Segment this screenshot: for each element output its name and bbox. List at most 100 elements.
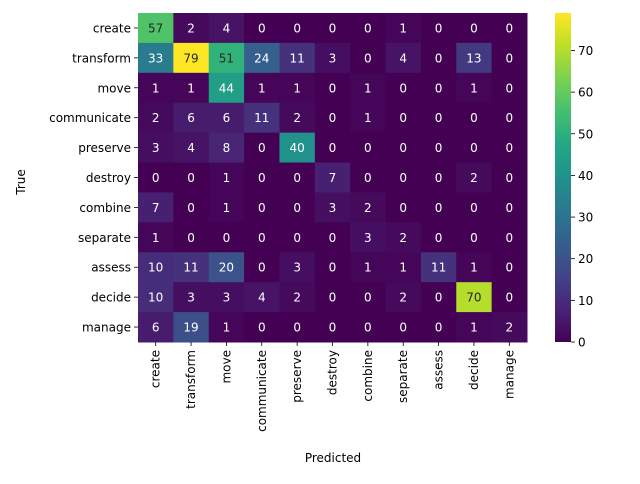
heatmap-cell-1-0: [138, 42, 174, 74]
heatmap-cell-4-1: [173, 132, 210, 164]
cell-value-2-1: 1: [187, 81, 195, 95]
heatmap-cell-8-1: [173, 252, 210, 283]
heatmap-cell-7-4: [279, 222, 316, 253]
heatmap-cell-2-2: [208, 72, 245, 104]
heatmap-cell-10-8: [420, 312, 457, 343]
cell-value-3-3: 11: [254, 111, 269, 125]
cell-value-7-1: 0: [187, 231, 195, 245]
cell-value-4-9: 0: [470, 141, 478, 155]
cell-value-8-1: 11: [183, 261, 198, 275]
heatmap-cell-10-3: [244, 312, 280, 343]
cell-value-0-4: 0: [293, 21, 301, 35]
y-tick-label-0: create: [93, 21, 131, 35]
cell-value-10-0: 6: [152, 321, 160, 335]
cell-value-9-10: 0: [505, 291, 513, 305]
heatmap-cell-3-4: [279, 102, 316, 134]
heatmap-cell-6-6: [350, 192, 387, 223]
cell-value-0-0: 57: [148, 21, 163, 35]
heatmap-cell-4-2: [208, 132, 245, 164]
heatmap-cell-0-3: [244, 13, 280, 44]
y-tick-label-5: destroy: [86, 171, 131, 185]
cell-value-2-6: 1: [364, 81, 372, 95]
cell-value-4-6: 0: [364, 141, 372, 155]
colorbar-tick-label-3: 30: [578, 211, 593, 225]
cell-value-0-7: 1: [399, 21, 407, 35]
cell-value-3-10: 0: [505, 111, 513, 125]
heatmap-cell-2-4: [279, 72, 316, 104]
heatmap-cell-1-6: [350, 42, 387, 74]
heatmap-cell-10-0: [138, 312, 174, 343]
cell-value-7-8: 0: [435, 231, 443, 245]
cell-value-4-1: 4: [187, 141, 195, 155]
heatmap-cell-6-5: [314, 192, 351, 223]
heatmap-cell-0-0: [138, 13, 174, 44]
heatmap-cell-0-8: [420, 13, 457, 44]
heatmap-cell-1-2: [208, 42, 245, 74]
cell-value-9-1: 3: [187, 291, 195, 305]
colorbar-tick-label-5: 50: [578, 127, 593, 141]
heatmap-cell-0-1: [173, 13, 210, 44]
heatmap-cell-7-3: [244, 222, 280, 253]
heatmap-cell-10-6: [350, 312, 387, 343]
cell-value-10-2: 1: [223, 321, 231, 335]
cell-value-1-1: 79: [183, 51, 198, 65]
y-tick-label-7: separate: [78, 231, 131, 245]
cell-value-1-5: 3: [329, 51, 337, 65]
heatmap-cell-1-3: [244, 42, 280, 74]
heatmap-cell-6-9: [456, 192, 493, 223]
heatmap-cell-2-7: [385, 72, 422, 104]
cell-value-8-10: 0: [505, 261, 513, 275]
x-tick-label-5: destroy: [326, 350, 340, 395]
heatmap-cell-3-1: [173, 102, 210, 134]
cell-value-6-9: 0: [470, 201, 478, 215]
x-tick-label-9: decide: [467, 350, 481, 390]
heatmap-cell-9-3: [244, 282, 280, 313]
y-axis-ticks: create transform move communicate preserve de…: [49, 21, 138, 335]
heatmap-cell-7-5: [314, 222, 351, 253]
cell-value-10-7: 0: [399, 321, 407, 335]
heatmap-cell-2-8: [420, 72, 457, 104]
heatmap-cell-6-8: [420, 192, 457, 223]
cell-value-0-6: 0: [364, 21, 372, 35]
heatmap-cell-3-5: [314, 102, 351, 134]
cell-value-2-2: 44: [219, 81, 234, 95]
heatmap-cell-4-8: [420, 132, 457, 164]
cell-value-9-5: 0: [329, 291, 337, 305]
heatmap-cell-3-10: [491, 102, 528, 134]
heatmap-cell-9-8: [420, 282, 457, 313]
cell-value-labels: 57 2 4 0 0 0 0 1 0 0 033 79 51 24 11 3 0 4 0 13 01 1 44 1 1 0 1 0 0 1…: [148, 21, 513, 334]
cell-value-4-7: 0: [399, 141, 407, 155]
heatmap-cell-6-1: [173, 192, 210, 223]
heatmap-cell-5-8: [420, 162, 457, 193]
cell-value-3-4: 2: [293, 111, 301, 125]
cell-value-5-8: 0: [435, 171, 443, 185]
cell-value-3-1: 6: [187, 111, 195, 125]
y-tick-label-10: manage: [82, 321, 131, 335]
cell-value-3-5: 0: [329, 111, 337, 125]
cell-value-5-7: 0: [399, 171, 407, 185]
colorbar-tick-label-6: 60: [578, 86, 593, 100]
cell-value-10-1: 19: [183, 321, 198, 335]
cell-value-7-2: 0: [223, 231, 231, 245]
colorbar-tick-label-4: 40: [578, 169, 593, 183]
heatmap-cell-8-4: [279, 252, 316, 283]
cell-value-0-2: 4: [223, 21, 231, 35]
cell-value-4-4: 40: [289, 141, 304, 155]
heatmap-cell-4-6: [350, 132, 387, 164]
heatmap-cell-4-4: [279, 132, 316, 164]
cell-value-1-4: 11: [289, 51, 304, 65]
cell-value-4-2: 8: [223, 141, 231, 155]
heatmap-cell-8-0: [138, 252, 174, 283]
cell-value-8-6: 1: [364, 261, 372, 275]
heatmap-cell-9-5: [314, 282, 351, 313]
colorbar-tick-label-7: 70: [578, 44, 593, 58]
heatmap-cell-3-9: [456, 102, 493, 134]
heatmap-cell-10-7: [385, 312, 422, 343]
cell-value-1-0: 33: [148, 51, 163, 65]
heatmap-cell-1-5: [314, 42, 351, 74]
cell-value-6-8: 0: [435, 201, 443, 215]
heatmap-cell-5-6: [350, 162, 387, 193]
heatmap-cell-8-6: [350, 252, 387, 283]
cell-value-8-8: 11: [431, 261, 446, 275]
heatmap-cell-4-3: [244, 132, 280, 164]
